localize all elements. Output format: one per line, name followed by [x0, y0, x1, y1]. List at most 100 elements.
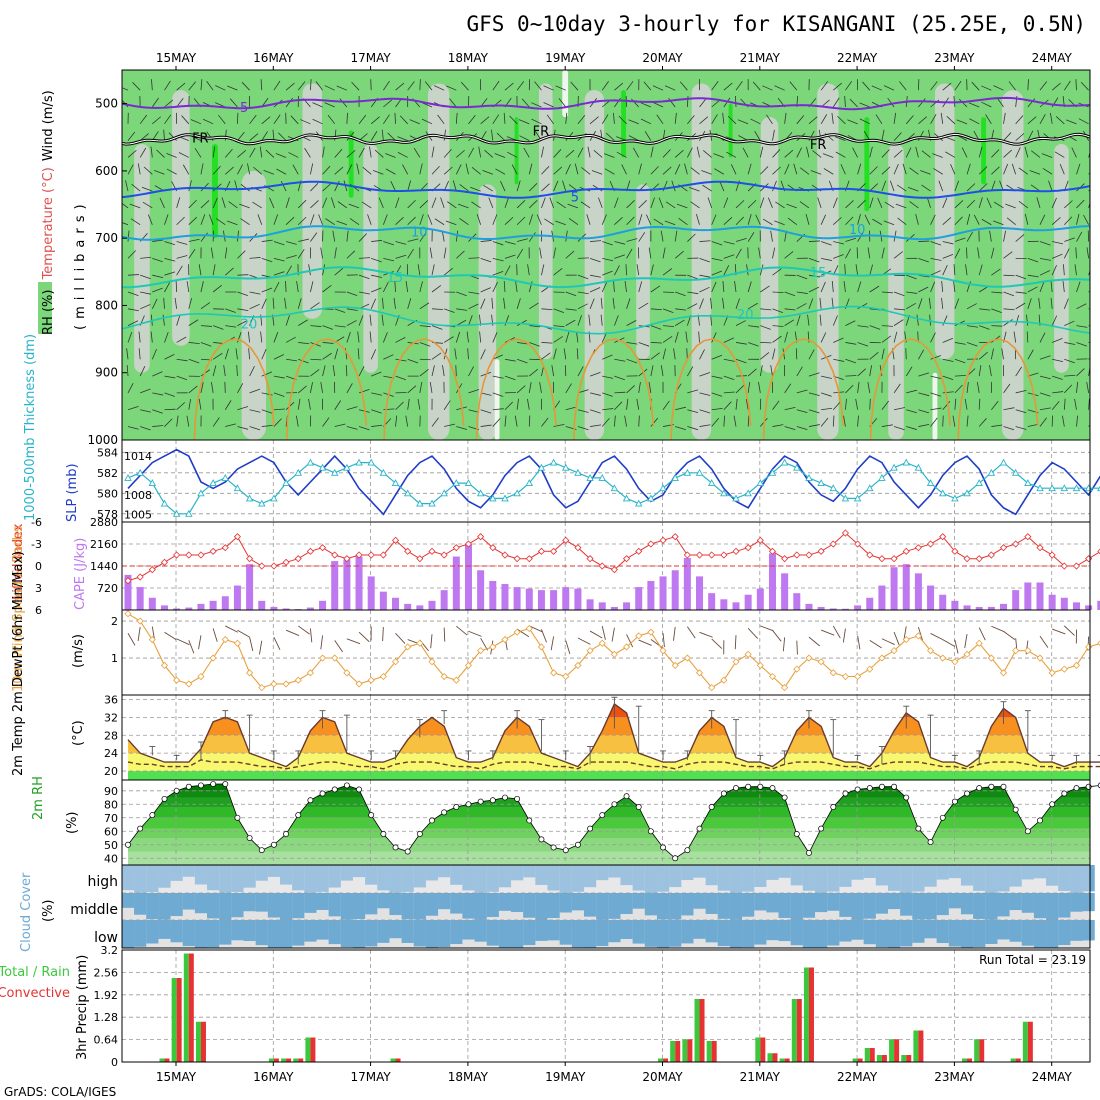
wind-barb [358, 291, 370, 295]
wind-barb [1076, 342, 1087, 347]
cape-tick: 720 [97, 582, 118, 595]
wind-barb [358, 631, 370, 643]
wind-barb [742, 147, 749, 158]
wind-barb [324, 85, 335, 91]
wind-barb [973, 214, 980, 225]
wind-barb [602, 392, 613, 397]
wind-barb [978, 197, 983, 209]
wind-barb [699, 298, 704, 309]
wind-barb [877, 197, 883, 209]
wind-barb [760, 325, 771, 330]
wind-barb [796, 389, 808, 394]
wind-barb [624, 281, 627, 293]
wind-barb [831, 112, 834, 124]
wind-barb [383, 354, 394, 360]
wind-barb [784, 319, 795, 326]
wind-speed-point [562, 672, 570, 681]
wind-speed-point [951, 658, 959, 666]
wind-barb [322, 365, 326, 377]
wind-barb [808, 286, 820, 293]
wind-barb [674, 149, 684, 158]
wind-barb [837, 115, 846, 125]
rh-point [368, 812, 375, 819]
li-point [258, 562, 266, 570]
wind-barb [796, 426, 808, 431]
wind-barb [737, 119, 749, 125]
wind-barb [273, 637, 281, 651]
wind-barb [332, 230, 336, 242]
wind-barb [808, 349, 815, 360]
wind-barb [869, 285, 880, 293]
wind-barb [273, 354, 285, 360]
wind-barb [774, 85, 785, 91]
cloud-cell [644, 920, 657, 947]
wind-barb [893, 163, 899, 175]
precip-conv-label: Convective [0, 986, 70, 1001]
wind-barb [952, 415, 956, 427]
wind-barb [735, 320, 746, 326]
run-total: Run Total = 23.19 [979, 953, 1086, 967]
cloud-cell [960, 865, 974, 886]
wind-barb [808, 372, 820, 377]
li-point [501, 551, 509, 559]
cloud-label: Cloud Cover [19, 872, 34, 952]
wind-speed-point [732, 658, 740, 666]
wind-barb [521, 98, 530, 108]
cloud-cell [924, 865, 937, 887]
wind-barb [176, 415, 179, 427]
wind-barb [1027, 257, 1039, 263]
wind-barb [991, 424, 1003, 427]
chart-title: GFS 0~10day 3-hourly for KISANGANI (25.2… [466, 12, 1086, 36]
rh-point [465, 801, 472, 808]
wind-barb [784, 112, 787, 124]
wind-barb [1039, 81, 1048, 91]
cape-bar [562, 587, 570, 610]
cloud-cell [997, 893, 1010, 917]
wind-barb [176, 197, 181, 209]
wind-barb [237, 230, 239, 242]
cloud-cell [365, 920, 378, 947]
wind-speed-point [185, 680, 193, 688]
li-point [671, 533, 679, 541]
wind-barb [147, 214, 153, 225]
wind-unit: (m/s) [71, 634, 86, 668]
wind-speed-point [914, 632, 922, 640]
wind-barb [292, 164, 299, 175]
precip-total-bar [1010, 1058, 1016, 1062]
thickness-point [659, 484, 667, 492]
wind-barb [127, 164, 134, 175]
wind-barb [476, 214, 482, 225]
cloud-cell [523, 920, 536, 946]
wind-barb [468, 147, 475, 158]
cape-bar [671, 570, 679, 610]
wind-barb [210, 247, 214, 259]
wind-barb [346, 320, 357, 326]
cloud-cell [924, 920, 937, 939]
wind-barb [455, 112, 458, 124]
wind-barb [1018, 201, 1029, 209]
cape-bar [1060, 597, 1068, 610]
wind-barb [259, 146, 263, 158]
wind-barb [600, 314, 603, 326]
wind-barb [127, 230, 130, 242]
rh-point [623, 793, 630, 800]
wind-barb [127, 383, 134, 394]
wind-barb [832, 415, 835, 427]
wind-barb [929, 314, 931, 326]
wind-speed-point [416, 639, 424, 647]
prec-border [121, 949, 1091, 1063]
wind-barb [312, 118, 323, 125]
wind-barb [249, 291, 261, 295]
wind-barb [558, 98, 567, 108]
wind-barb [979, 325, 990, 330]
wind-barb [152, 287, 163, 293]
contour-15 [122, 266, 1090, 289]
wind-speed-point [294, 676, 302, 684]
wind-barb [674, 331, 679, 343]
rh-point [185, 783, 192, 790]
wind-barb [576, 348, 579, 360]
thickness-point [780, 458, 789, 466]
wind-barb [576, 331, 579, 343]
cloud-cell [328, 920, 341, 945]
wind-barb [906, 302, 916, 310]
